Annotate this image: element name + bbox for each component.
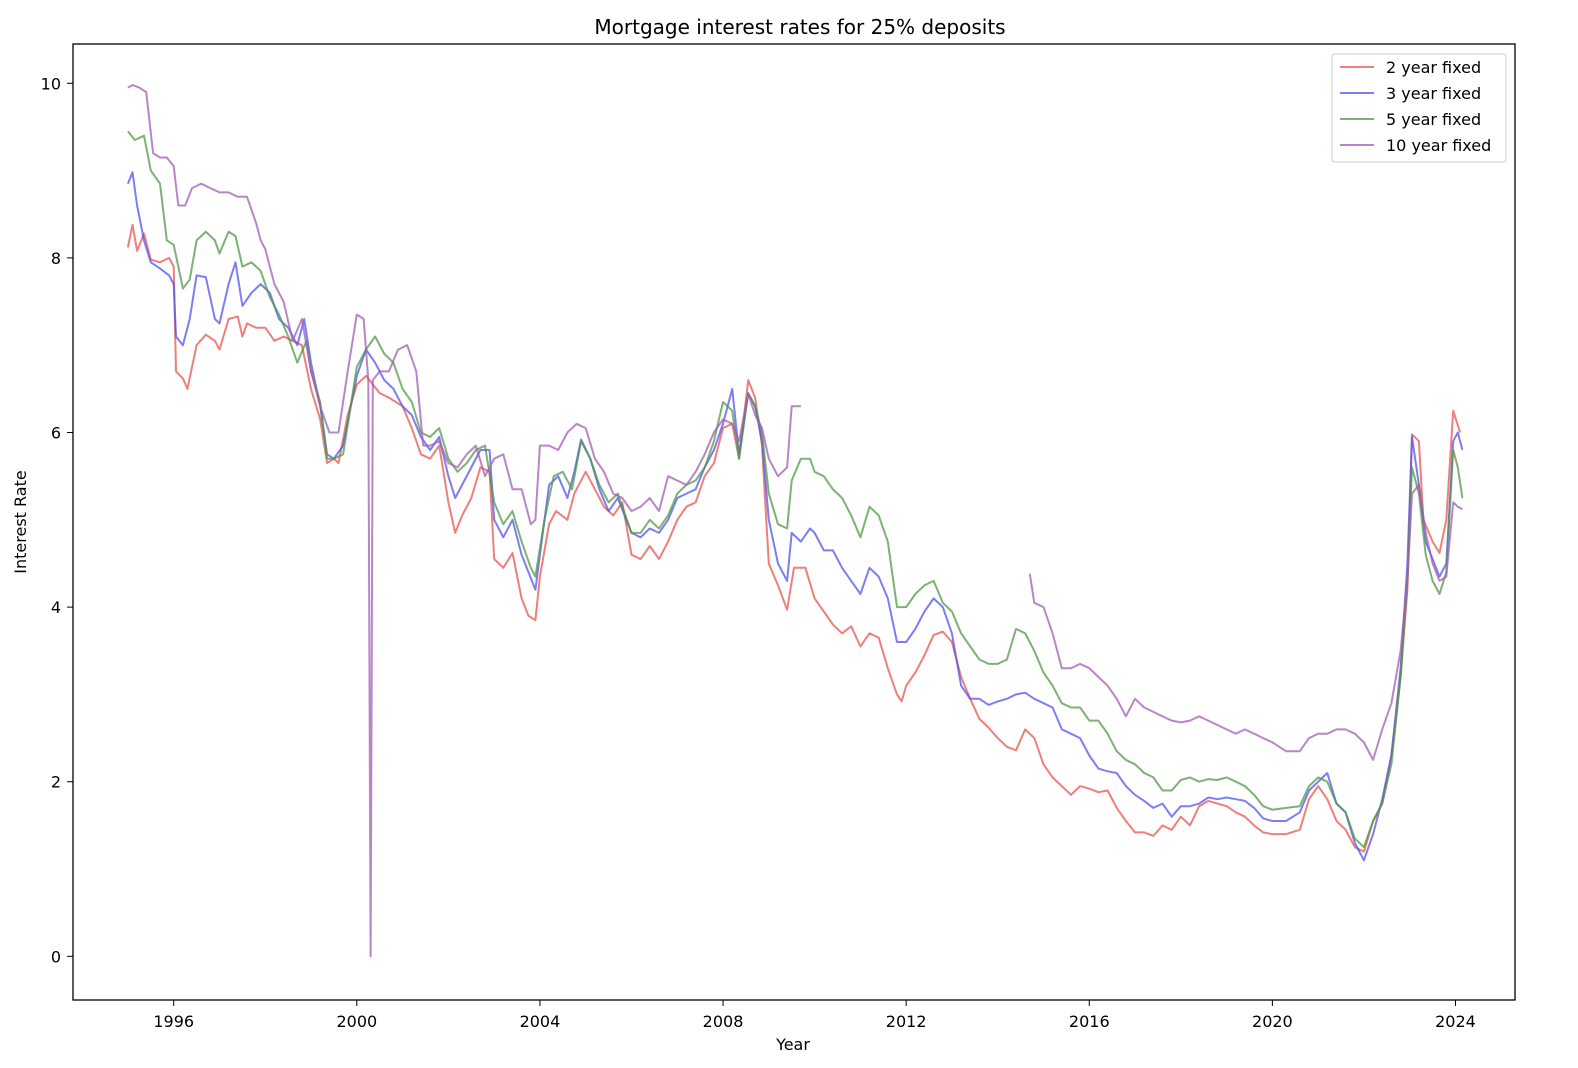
- x-tick-label: 2004: [520, 1012, 561, 1031]
- legend: 2 year fixed 3 year fixed 5 year fixed 10 y…: [1331, 53, 1507, 163]
- series-line-2: [126, 171, 1464, 862]
- plot-frame: [72, 43, 1516, 1001]
- x-tick-label: 2020: [1252, 1012, 1293, 1031]
- chart-title: Mortgage interest rates for 25% deposits: [594, 15, 1005, 39]
- legend-label: 10 year fixed: [1386, 136, 1491, 155]
- y-tick-label: 4: [51, 598, 61, 617]
- y-tick-label: 6: [51, 424, 61, 443]
- y-axis: 0 2 4 6 8 10: [41, 74, 73, 966]
- legend-label: 5 year fixed: [1386, 110, 1481, 129]
- x-axis-title: Year: [775, 1035, 810, 1054]
- legend-box: [1331, 53, 1507, 163]
- x-tick-label: 1996: [153, 1012, 194, 1031]
- x-tick-label: 2008: [703, 1012, 744, 1031]
- y-tick-label: 8: [51, 249, 61, 268]
- y-tick-label: 10: [41, 74, 61, 93]
- y-tick-label: 2: [51, 773, 61, 792]
- x-axis: 1996 2000 2004 2008 2012 2016 2020 2024: [153, 1000, 1476, 1031]
- series-line-1: [126, 223, 1462, 853]
- series-line-3: [127, 130, 1464, 849]
- y-tick-label: 0: [51, 947, 61, 966]
- x-tick-label: 2016: [1069, 1012, 1110, 1031]
- x-tick-label: 2024: [1435, 1012, 1476, 1031]
- y-axis-title: Interest Rate: [11, 470, 30, 573]
- x-tick-label: 2000: [336, 1012, 377, 1031]
- legend-label: 2 year fixed: [1386, 58, 1481, 77]
- legend-label: 3 year fixed: [1386, 84, 1481, 103]
- plot-area: [126, 84, 1464, 958]
- x-tick-label: 2012: [886, 1012, 927, 1031]
- series-line-4: [127, 84, 1463, 958]
